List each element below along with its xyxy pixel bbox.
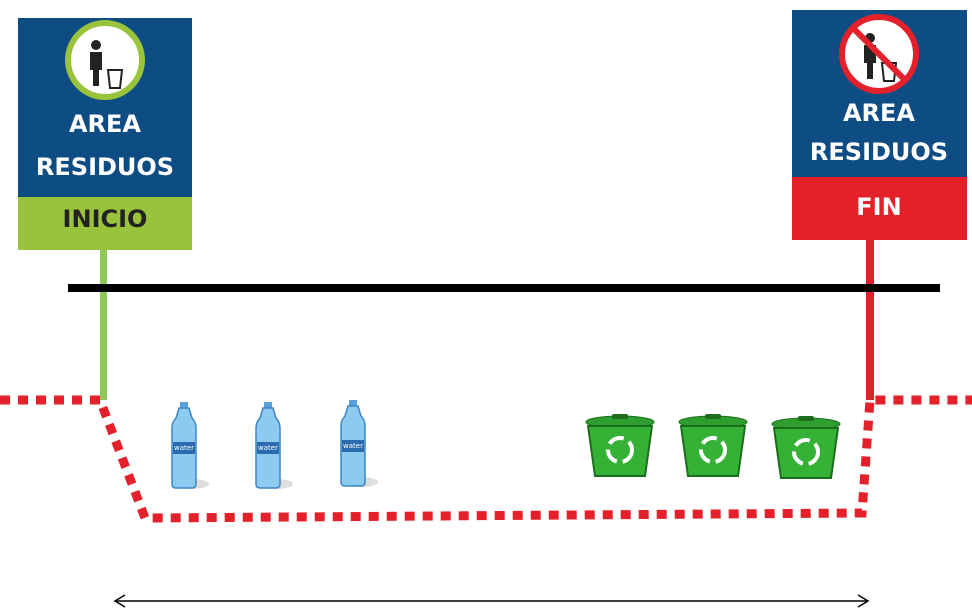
bin bbox=[679, 414, 747, 476]
start-pole bbox=[100, 250, 107, 400]
sign-text: RESIDUOS bbox=[36, 153, 174, 181]
sign-text: AREA bbox=[843, 99, 915, 127]
end-pole bbox=[866, 240, 874, 400]
sign-text: AREA bbox=[69, 110, 141, 138]
bin bbox=[586, 414, 654, 476]
sign-label: INICIO bbox=[63, 205, 148, 233]
start-sign: AREA RESIDUOS INICIO bbox=[18, 18, 192, 250]
diagram: water AREA RESIDUOS INICIO AREA RESIDUOS… bbox=[0, 0, 972, 610]
bottle bbox=[172, 402, 209, 489]
double-arrow bbox=[115, 595, 868, 607]
bottle bbox=[341, 400, 378, 487]
end-sign: AREA RESIDUOS FIN bbox=[792, 10, 967, 240]
sign-label: FIN bbox=[856, 193, 901, 221]
bin bbox=[772, 416, 840, 478]
sign-text: RESIDUOS bbox=[810, 138, 948, 166]
bottle bbox=[256, 402, 293, 489]
